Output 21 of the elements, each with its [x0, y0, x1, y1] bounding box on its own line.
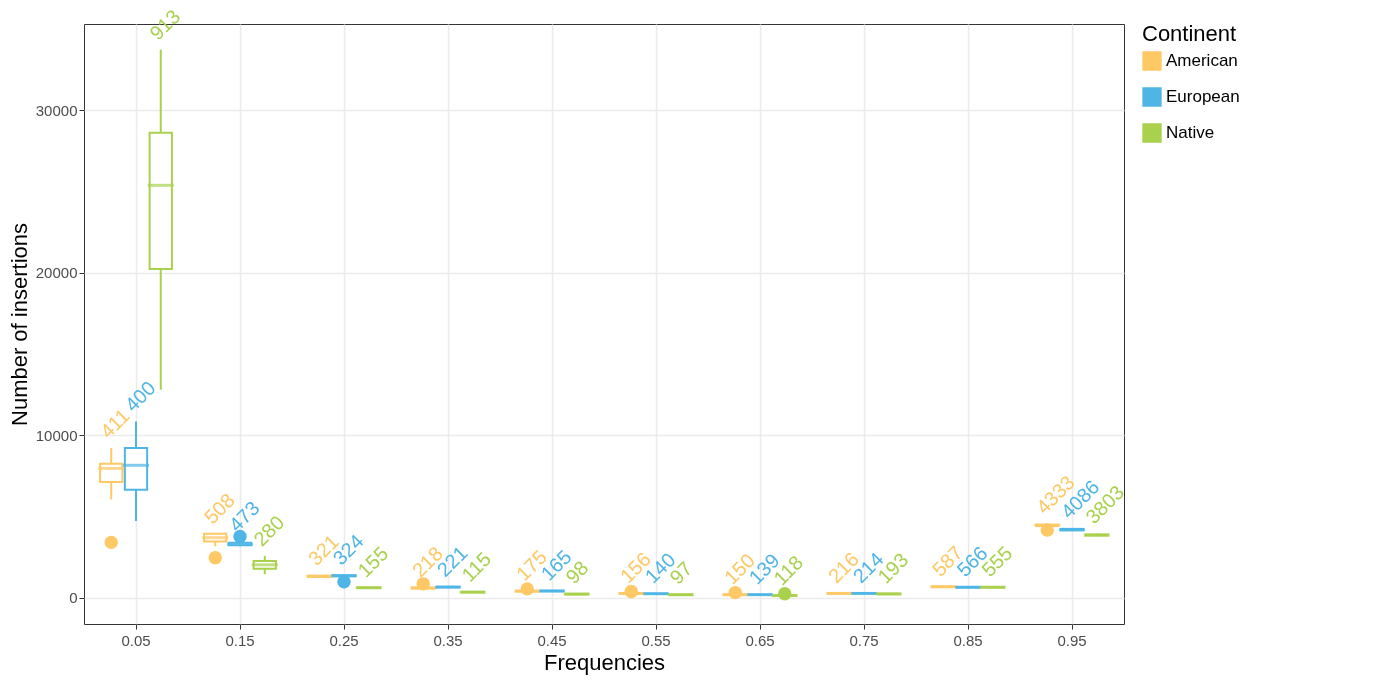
x-tick-label: 0.55	[641, 631, 671, 649]
legend-label: American	[1166, 51, 1238, 70]
x-tick-label: 0.65	[745, 631, 775, 649]
y-tick-label: 0	[69, 589, 78, 607]
y-tick-label: 20000	[35, 264, 78, 282]
x-tick-label: 0.25	[329, 631, 359, 649]
x-tick-label: 0.15	[225, 631, 255, 649]
y-tick-label: 30000	[35, 101, 78, 119]
y-tick-label: 10000	[35, 426, 78, 444]
x-tick-label: 0.45	[537, 631, 567, 649]
legend-label: Native	[1166, 123, 1215, 142]
x-tick-label: 0.75	[849, 631, 879, 649]
x-tick-label: 0.05	[121, 631, 151, 649]
legend-label: European	[1166, 87, 1240, 106]
x-tick-label: 0.85	[953, 631, 983, 649]
x-tick-label: 0.35	[433, 631, 463, 649]
x-axis-title: Frequencies	[543, 649, 666, 675]
text: 913	[145, 5, 185, 45]
legend-title: Continent	[1142, 21, 1237, 46]
y-axis-title: Number of insertions	[6, 223, 32, 426]
x-tick-label: 0.95	[1057, 631, 1087, 649]
